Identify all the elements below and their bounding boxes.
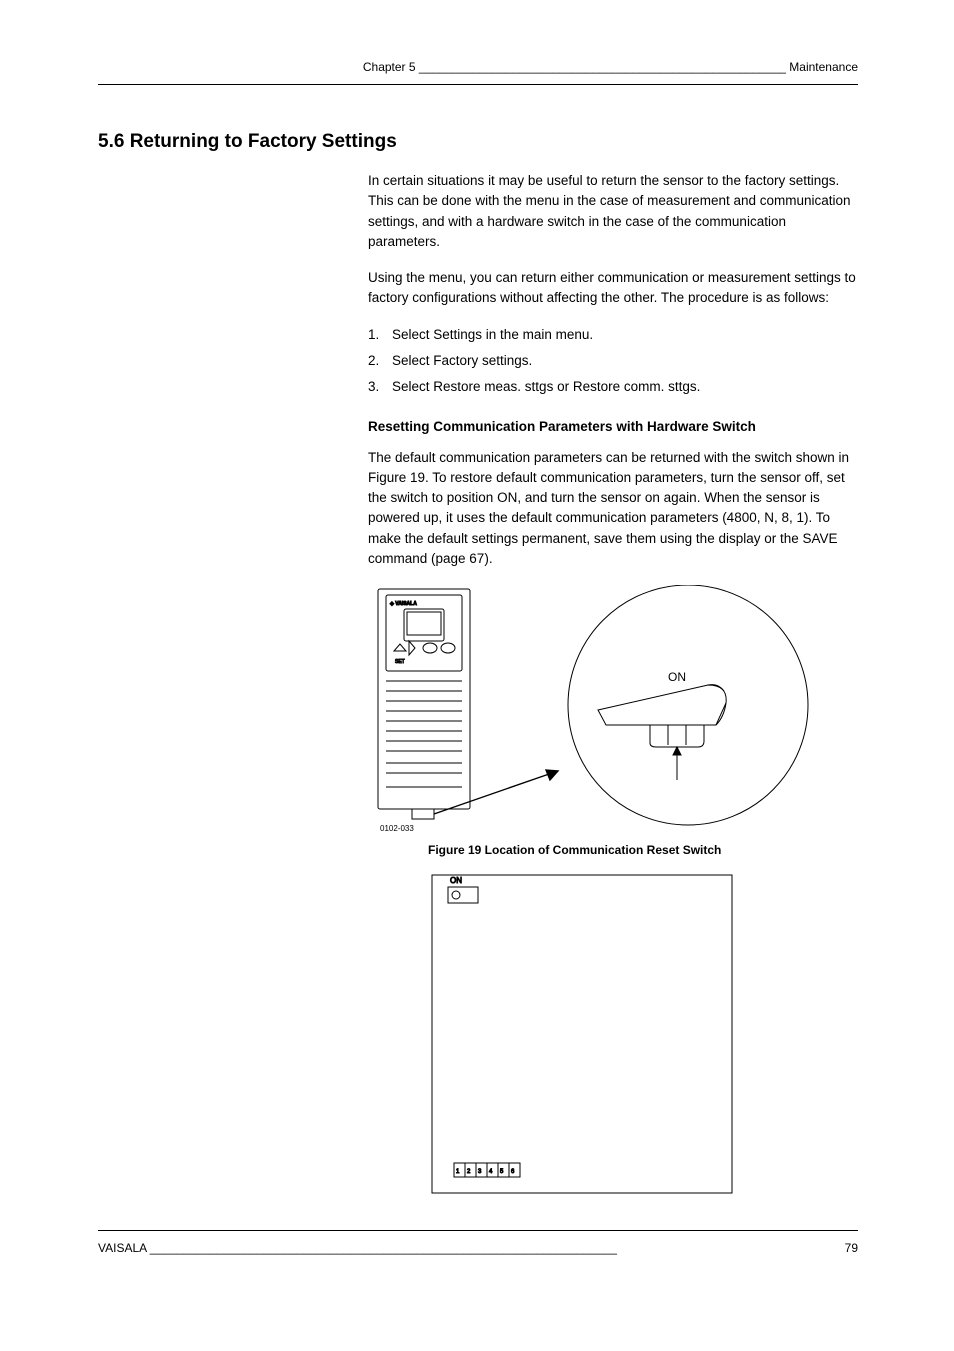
figure-20: ON 1 2 3 4 5 6	[428, 871, 858, 1211]
on-label: ON	[668, 670, 686, 684]
step-number: 1.	[368, 325, 392, 345]
figure-code: 0102-033	[380, 824, 414, 833]
footer-left: VAISALA ________________________________…	[98, 1241, 617, 1255]
list-item: 3. Select Restore meas. sttgs or Restore…	[368, 377, 858, 397]
svg-text:4: 4	[489, 1169, 493, 1175]
svg-text:5: 5	[500, 1169, 504, 1175]
hw-body: The default communication parameters can…	[368, 448, 858, 570]
hw-heading: Resetting Communication Parameters with …	[368, 417, 858, 437]
body-column: In certain situations it may be useful t…	[368, 171, 858, 569]
step-number: 2.	[368, 351, 392, 371]
step-text: Select Restore meas. sttgs or Restore co…	[392, 377, 858, 397]
step-number: 3.	[368, 377, 392, 397]
footer-page-number: 79	[845, 1241, 858, 1255]
intro-paragraph: In certain situations it may be useful t…	[368, 171, 858, 252]
figure-19-caption: Figure 19 Location of Communication Rese…	[428, 843, 858, 857]
board-on-label: ON	[450, 876, 462, 885]
set-label: SET	[395, 659, 405, 665]
svg-text:1: 1	[456, 1169, 460, 1175]
list-item: 1. Select Settings in the main menu.	[368, 325, 858, 345]
list-item: 2. Select Factory settings.	[368, 351, 858, 371]
section-title: 5.6 Returning to Factory Settings	[98, 131, 858, 153]
svg-text:6: 6	[511, 1169, 515, 1175]
svg-text:2: 2	[467, 1169, 471, 1175]
brand-label: ◆ VAISALA	[389, 601, 417, 607]
step-text: Select Factory settings.	[392, 351, 858, 371]
running-head: Chapter 5 ______________________________…	[98, 60, 858, 85]
svg-text:3: 3	[478, 1169, 482, 1175]
figure-19: ◆ VAISALA SET	[368, 585, 858, 835]
step-text: Select Settings in the main menu.	[392, 325, 858, 345]
menu-note: Using the menu, you can return either co…	[368, 268, 858, 309]
step-list: 1. Select Settings in the main menu. 2. …	[368, 325, 858, 398]
page-footer: VAISALA ________________________________…	[98, 1230, 858, 1255]
